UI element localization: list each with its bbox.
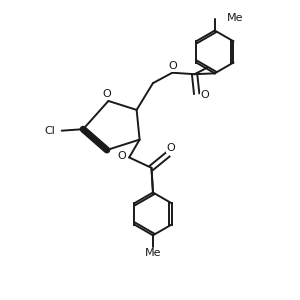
Text: O: O	[117, 151, 126, 161]
Text: O: O	[167, 143, 175, 153]
Text: O: O	[169, 61, 177, 71]
Text: O: O	[103, 89, 111, 99]
Text: Cl: Cl	[44, 126, 55, 136]
Text: Me: Me	[145, 248, 161, 258]
Text: Me: Me	[227, 13, 244, 23]
Text: O: O	[201, 90, 209, 100]
